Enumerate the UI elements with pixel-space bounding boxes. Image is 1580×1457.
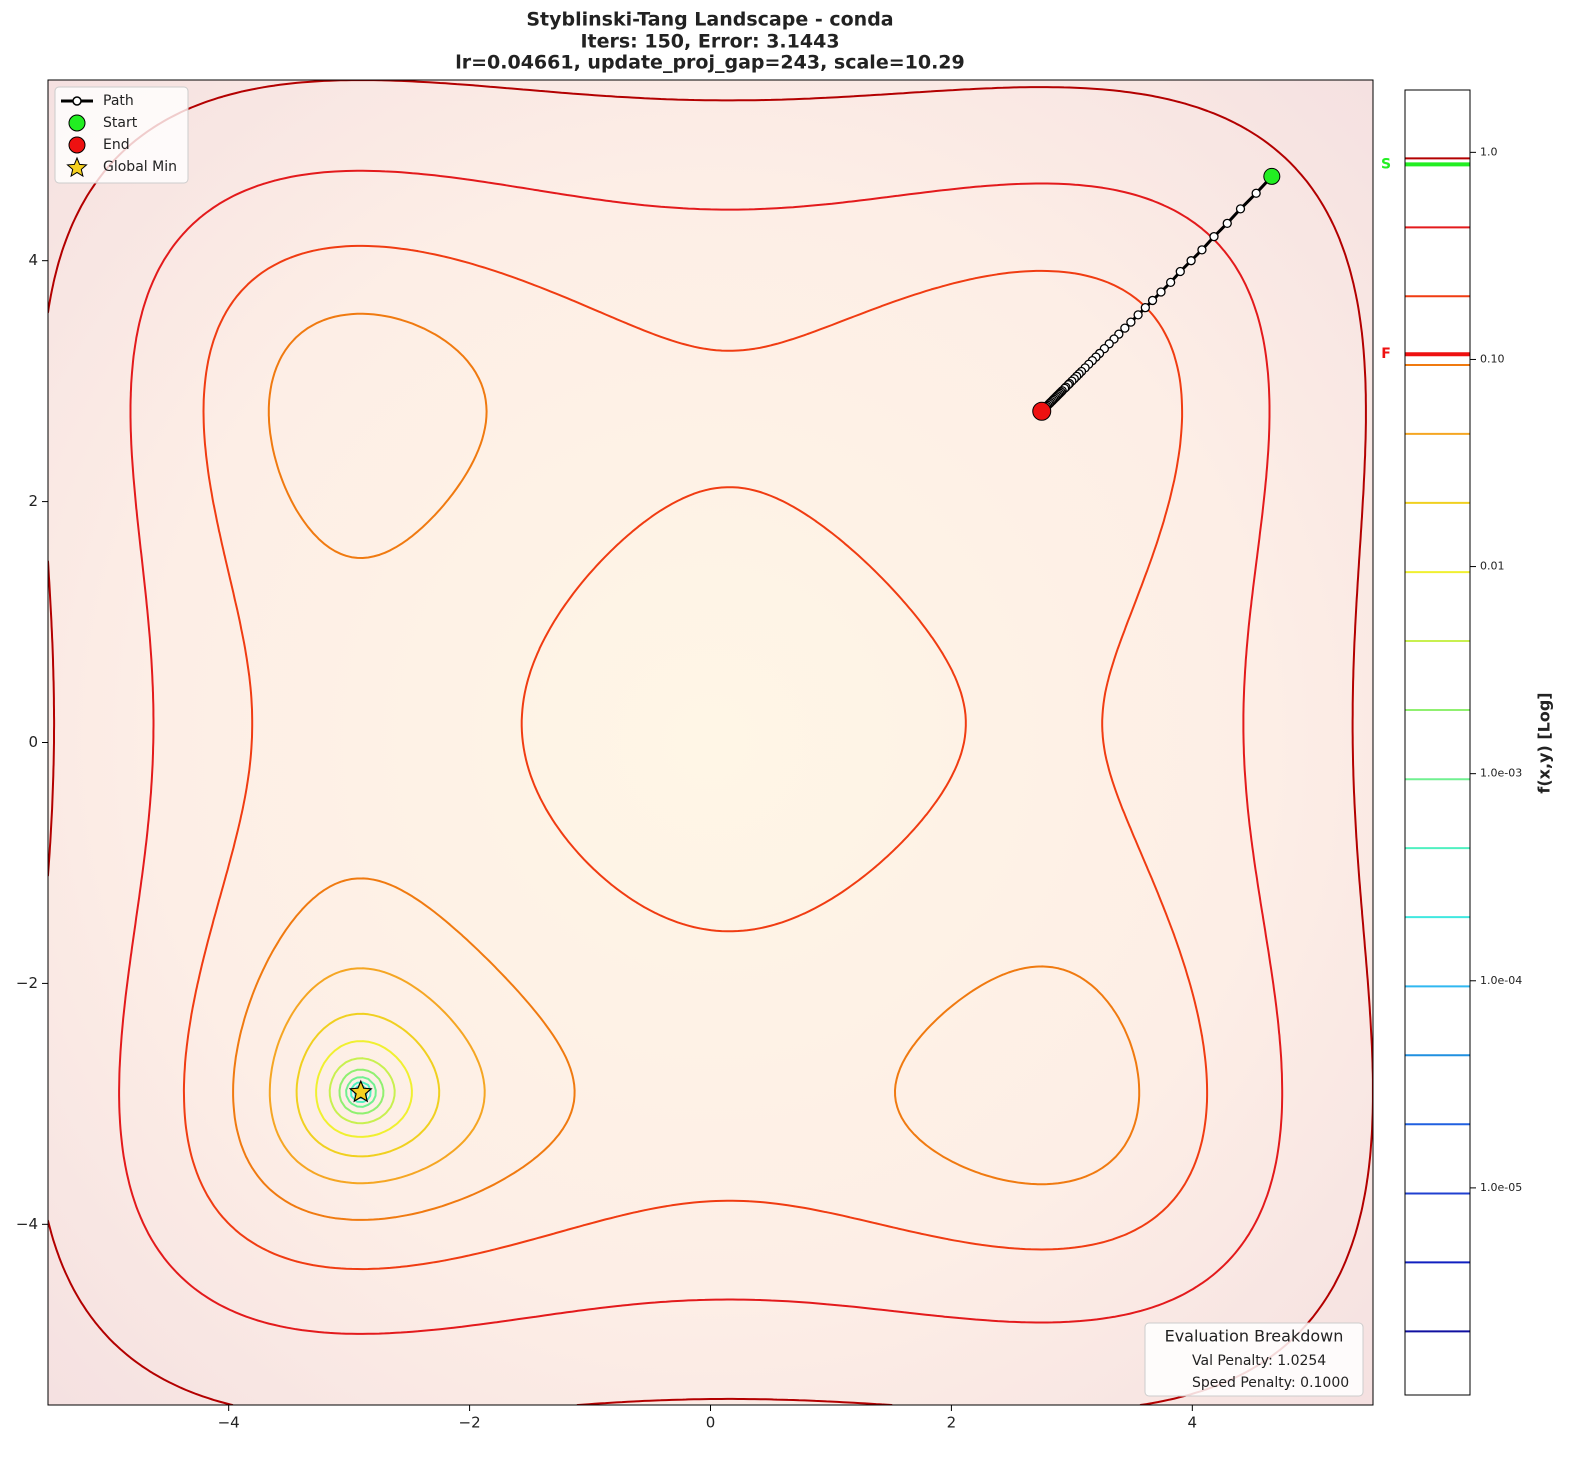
y-tick-label: 4: [28, 251, 38, 269]
x-tick-label: 2: [947, 1414, 957, 1432]
path-point: [1197, 245, 1207, 255]
colorbar-tick-label: 0.10: [1480, 352, 1505, 365]
contour-line: [338, 1068, 385, 1115]
path-point: [1209, 231, 1219, 242]
legend-path-marker: [72, 96, 82, 106]
legend-box: [54, 86, 189, 184]
colorbar-frame: [1404, 89, 1471, 1396]
contour-line: [268, 967, 486, 1185]
y-tick-label: −2: [16, 974, 38, 992]
evaluation-frame: [1144, 1322, 1364, 1397]
path-point: [1175, 266, 1185, 277]
y-tick-label: 0: [28, 733, 38, 751]
path-point: [1133, 310, 1143, 320]
evaluation-title: Evaluation Breakdown: [1165, 1327, 1344, 1346]
path-point: [1147, 295, 1158, 306]
y-tick-label: −4: [16, 1215, 38, 1233]
legend-star-marker: [66, 156, 88, 178]
contour-line: [315, 1040, 413, 1138]
x-tick-label: 4: [1188, 1414, 1198, 1432]
legend-label: Global Min: [103, 159, 177, 175]
colorbar-tick-label: 1.0e-05: [1480, 1181, 1522, 1194]
colorbar-start-marker-label: S: [1381, 156, 1391, 172]
path-point: [1186, 256, 1196, 266]
path-point: [1120, 323, 1130, 333]
path-point: [1251, 188, 1261, 198]
legend-start-marker: [68, 114, 86, 132]
chart-subtitle: Iters: 150, Error: 3.1443: [580, 31, 839, 53]
contour-line: [118, 169, 1284, 1335]
path-point: [1126, 317, 1136, 327]
colorbar: [1405, 90, 1470, 1395]
chart-title: Styblinski-Tang Landscape - conda: [526, 9, 893, 31]
legend-label: End: [103, 137, 130, 153]
legend: Path Start End Global Min: [54, 86, 189, 184]
start-marker: [1263, 167, 1281, 185]
path-point: [1235, 204, 1246, 214]
y-tick-label: 2: [28, 492, 38, 510]
contour-line: [182, 244, 1209, 1271]
contour-line: [345, 1076, 377, 1108]
path-point: [1140, 303, 1150, 313]
legend-label: Path: [103, 93, 134, 109]
colorbar-label: f(x,y) [Log]: [1535, 692, 1554, 793]
contour-line: [328, 1057, 396, 1125]
colorbar-end-marker-label: F: [1381, 346, 1391, 362]
end-marker: [1032, 401, 1052, 421]
evaluation-box: Evaluation Breakdown Val Penalty: 1.0254…: [1144, 1322, 1364, 1397]
legend-label: Start: [103, 115, 138, 131]
path-point: [1222, 218, 1232, 228]
evaluation-line: Val Penalty: 1.0254: [1192, 1353, 1326, 1369]
legend-end-marker: [68, 136, 86, 154]
evaluation-line: Speed Penalty: 0.1000: [1192, 1375, 1349, 1391]
x-tick-label: 0: [706, 1414, 716, 1432]
path-point: [1156, 287, 1166, 297]
contour-line: [295, 1012, 441, 1158]
path-point: [1165, 277, 1176, 288]
colorbar-tick-label: 1.0: [1480, 145, 1498, 158]
colorbar-tick-label: 1.0e-03: [1480, 767, 1522, 780]
x-tick-label: −4: [218, 1414, 240, 1432]
global-min-marker: [348, 1079, 373, 1103]
colorbar-tick-label: 1.0e-04: [1480, 974, 1522, 987]
colorbar-tick-label: 0.01: [1480, 560, 1505, 573]
chart-subtitle: lr=0.04661, update_proj_gap=243, scale=1…: [455, 52, 964, 74]
x-tick-label: −2: [459, 1414, 481, 1432]
contour-line: [232, 312, 1141, 1221]
